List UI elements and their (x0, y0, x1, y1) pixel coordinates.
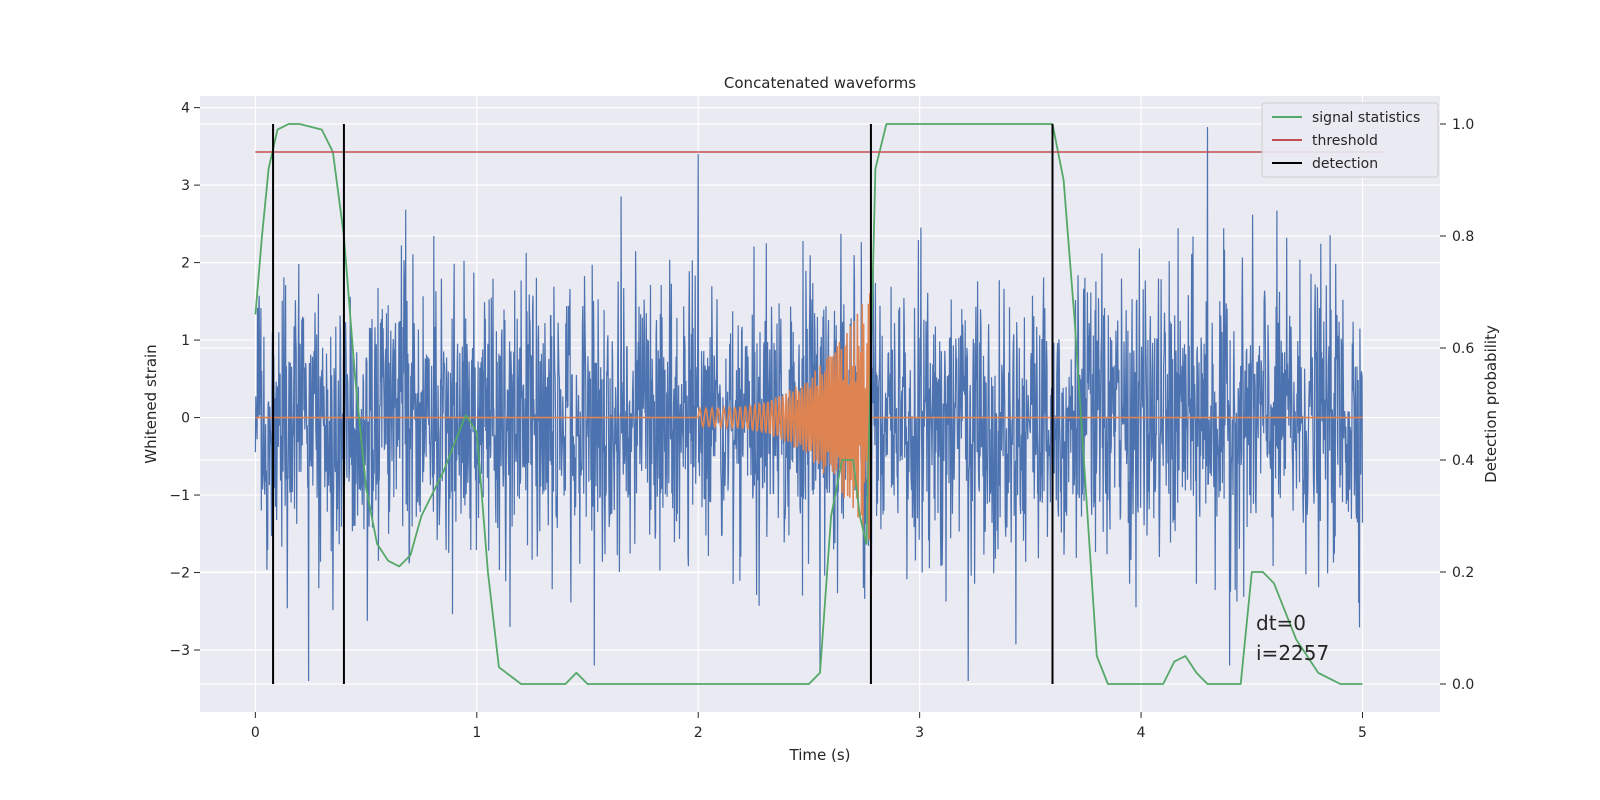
x-tick-label: 4 (1137, 725, 1146, 741)
legend-label: threshold (1312, 133, 1378, 149)
y-axis-label-right: Detection probability (1482, 325, 1500, 483)
y-tick-label-left: 2 (181, 256, 190, 272)
x-tick-label: 2 (694, 725, 703, 741)
x-tick-label: 1 (472, 725, 481, 741)
y-tick-label-right: 0.8 (1452, 229, 1474, 245)
series-chirp (255, 293, 1363, 540)
legend-box (1261, 102, 1439, 178)
y-tick-label-left: 4 (181, 101, 190, 117)
y-tick-label-left: 0 (181, 411, 190, 427)
x-tick-label: 5 (1358, 725, 1367, 741)
x-tick-label: 3 (915, 725, 924, 741)
chart-title: Concatenated waveforms (724, 74, 916, 92)
legend: signal statistics threshold detection (1261, 102, 1439, 178)
y-tick-label-left: −2 (169, 566, 190, 582)
y-axis-label-left: Whitened strain (142, 344, 160, 463)
y-tick-label-right: 0.4 (1452, 453, 1474, 469)
legend-label: detection (1312, 156, 1378, 172)
y-tick-label-right: 0.0 (1452, 677, 1474, 693)
annotation: dt=0 i=2257 (1256, 611, 1329, 665)
x-axis-label: Time (s) (789, 746, 851, 764)
y-tick-label-left: −3 (169, 643, 190, 659)
y-tick-label-left: −1 (169, 488, 190, 504)
series-whitened-strain (254, 126, 1364, 682)
y-tick-label-right: 0.6 (1452, 341, 1474, 357)
series-layer (254, 123, 1385, 685)
y-tick-label-right: 0.2 (1452, 565, 1474, 581)
axes: 0 1 2 3 4 5 −3 −2 −1 0 1 2 3 4 0.0 0.2 0.4 0.6 0.8 1.0 (169, 101, 1474, 741)
legend-label: signal statistics (1312, 110, 1420, 126)
annotation-text: dt=0 (1256, 611, 1306, 635)
y-tick-label-right: 1.0 (1452, 117, 1474, 133)
series-signal-statistics (254, 123, 1363, 685)
x-tick-label: 0 (251, 725, 260, 741)
annotation-text: i=2257 (1256, 641, 1329, 665)
y-tick-label-left: 1 (181, 333, 190, 349)
y-tick-label-left: 3 (181, 178, 190, 194)
